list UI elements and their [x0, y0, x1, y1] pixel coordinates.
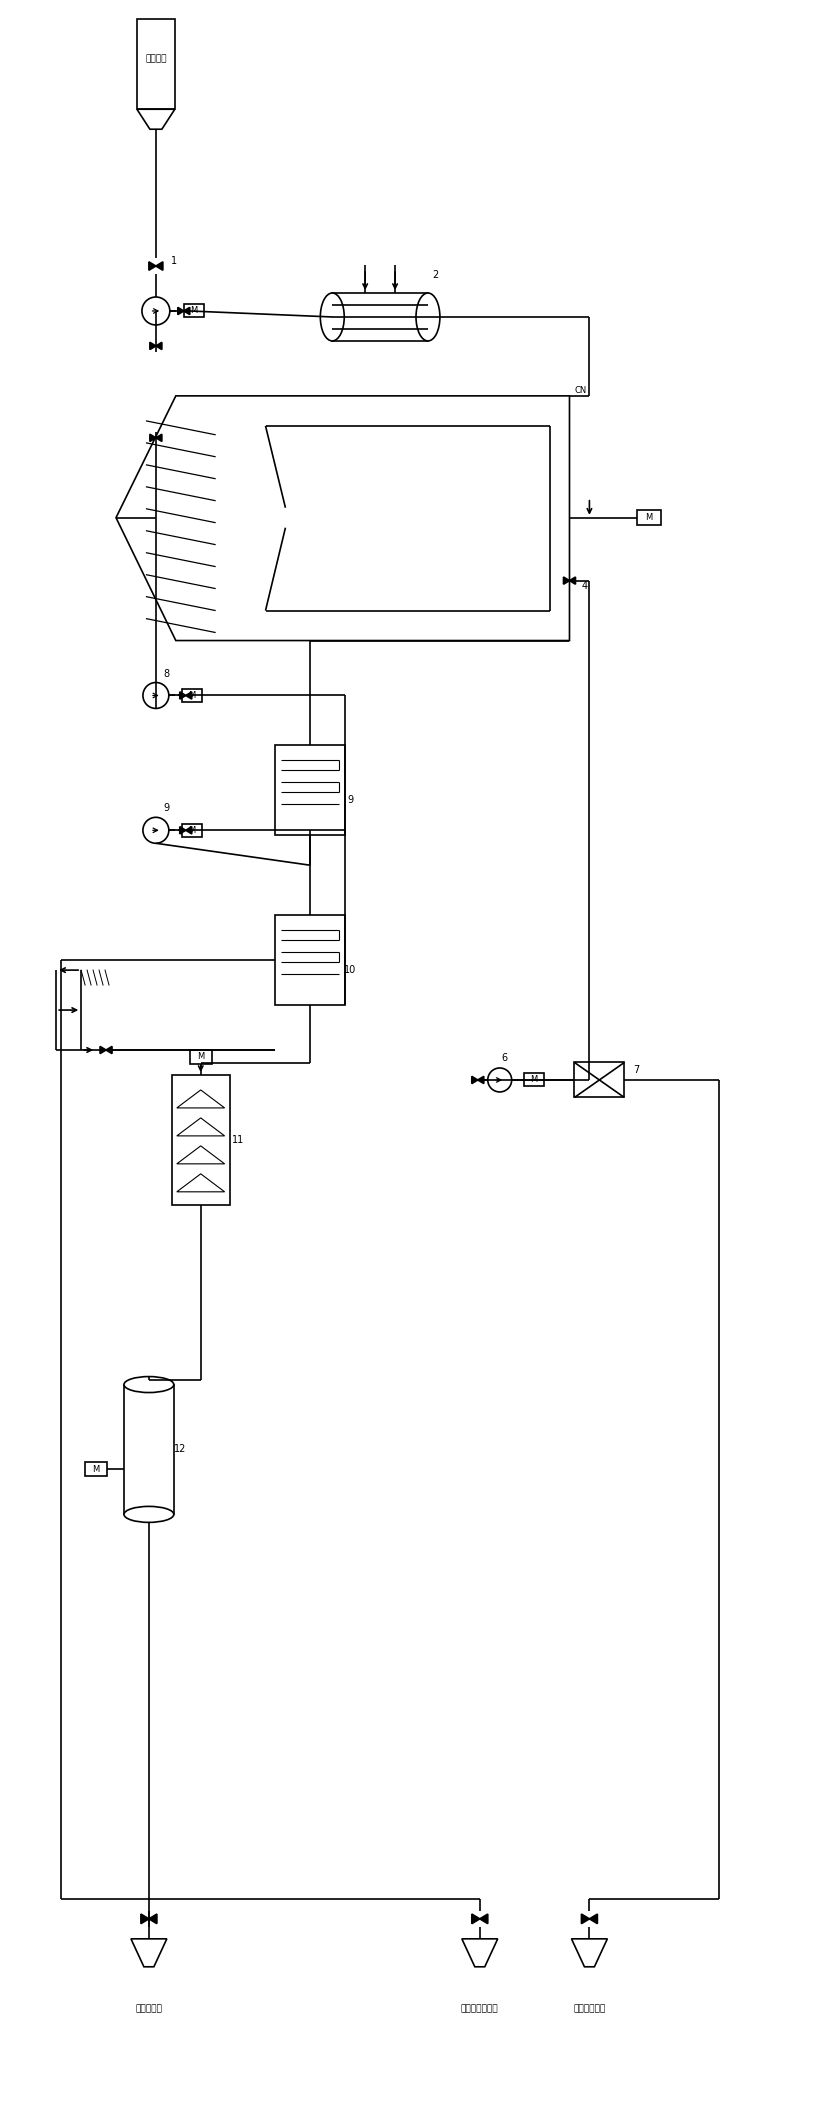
- Circle shape: [142, 297, 170, 324]
- Polygon shape: [116, 396, 570, 640]
- Text: M: M: [190, 307, 197, 316]
- Bar: [575, 1063, 624, 1098]
- Text: 12: 12: [173, 1445, 186, 1454]
- Circle shape: [488, 1069, 511, 1092]
- Text: 废液去处理: 废液去处理: [136, 2005, 162, 2014]
- Polygon shape: [471, 1915, 480, 1923]
- Circle shape: [143, 816, 169, 844]
- Bar: [332, 292, 428, 341]
- Bar: [172, 1075, 230, 1206]
- Bar: [137, 19, 175, 109]
- Polygon shape: [177, 1117, 225, 1136]
- Polygon shape: [177, 307, 184, 316]
- Bar: [124, 1384, 174, 1515]
- Polygon shape: [149, 1915, 157, 1923]
- Polygon shape: [177, 1174, 225, 1191]
- Bar: [182, 688, 202, 703]
- Text: 1: 1: [171, 257, 177, 265]
- Bar: [276, 915, 345, 1006]
- Polygon shape: [581, 1915, 590, 1923]
- Polygon shape: [480, 1915, 488, 1923]
- Polygon shape: [571, 1938, 607, 1967]
- Polygon shape: [180, 827, 186, 833]
- Bar: [637, 509, 661, 526]
- Polygon shape: [149, 261, 156, 269]
- Polygon shape: [471, 1077, 478, 1084]
- Polygon shape: [570, 576, 576, 585]
- Polygon shape: [478, 1077, 484, 1084]
- Bar: [85, 1462, 107, 1477]
- Ellipse shape: [416, 292, 440, 341]
- Polygon shape: [106, 1046, 112, 1054]
- Text: M: M: [646, 513, 653, 522]
- Polygon shape: [156, 343, 162, 349]
- Polygon shape: [150, 433, 156, 442]
- Polygon shape: [177, 1090, 225, 1109]
- Polygon shape: [150, 343, 156, 349]
- Text: 9: 9: [347, 795, 353, 806]
- Text: 环化废水: 环化废水: [145, 55, 167, 63]
- Polygon shape: [141, 1915, 149, 1923]
- Ellipse shape: [124, 1376, 174, 1393]
- Bar: [184, 305, 204, 318]
- Bar: [190, 1050, 212, 1065]
- Polygon shape: [186, 692, 192, 699]
- Bar: [524, 1073, 544, 1086]
- Polygon shape: [563, 576, 570, 585]
- Text: 6: 6: [501, 1052, 508, 1063]
- Ellipse shape: [124, 1506, 174, 1523]
- Bar: [182, 825, 202, 837]
- Text: 废水去生化处理: 废水去生化处理: [461, 2005, 499, 2014]
- Text: 有机相去回收: 有机相去回收: [573, 2005, 606, 2014]
- Text: 9: 9: [164, 804, 170, 814]
- Polygon shape: [156, 261, 162, 269]
- Ellipse shape: [321, 292, 344, 341]
- Text: CN: CN: [575, 387, 586, 396]
- Polygon shape: [100, 1046, 106, 1054]
- Text: M: M: [530, 1075, 537, 1084]
- Text: M: M: [188, 690, 196, 701]
- Polygon shape: [156, 433, 162, 442]
- Text: M: M: [197, 1052, 204, 1063]
- Polygon shape: [180, 692, 186, 699]
- Polygon shape: [177, 1147, 225, 1164]
- Polygon shape: [184, 307, 190, 316]
- Text: M: M: [92, 1464, 100, 1475]
- Polygon shape: [590, 1915, 597, 1923]
- Text: 4: 4: [581, 581, 587, 591]
- Text: 8: 8: [164, 669, 170, 677]
- Polygon shape: [137, 109, 175, 128]
- Bar: [276, 745, 345, 835]
- Text: M: M: [188, 825, 196, 835]
- Text: 7: 7: [633, 1065, 640, 1075]
- Polygon shape: [461, 1938, 498, 1967]
- Text: 11: 11: [232, 1134, 244, 1145]
- Text: 2: 2: [431, 269, 438, 280]
- Polygon shape: [186, 827, 192, 833]
- Circle shape: [143, 682, 169, 709]
- Text: 10: 10: [344, 966, 357, 974]
- Polygon shape: [131, 1938, 167, 1967]
